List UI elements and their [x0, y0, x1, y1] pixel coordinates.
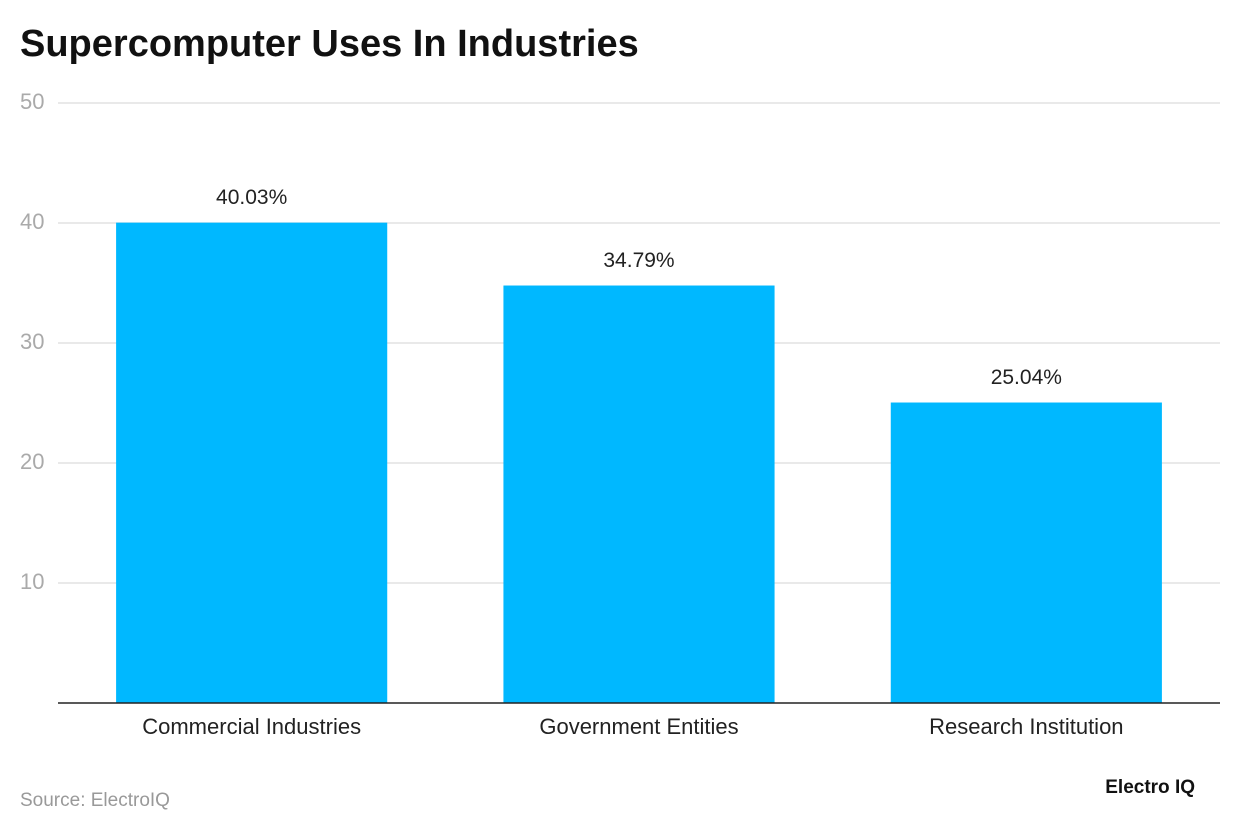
- y-tick-label: 50: [20, 89, 44, 114]
- source: Source: ElectroIQ: [20, 790, 170, 811]
- brand-logo: Electro IQ: [1105, 777, 1195, 798]
- bar: [503, 285, 775, 703]
- bar: [890, 402, 1162, 703]
- value-label: 40.03%: [216, 186, 287, 209]
- y-tick-label: 20: [20, 449, 44, 474]
- y-tick-label: 10: [20, 569, 44, 594]
- x-tick-label: Commercial Industries: [142, 714, 361, 739]
- y-tick-label: 30: [20, 329, 44, 354]
- value-label: 34.79%: [603, 249, 674, 272]
- chart-title: Supercomputer Uses In Industries: [20, 23, 639, 65]
- bar: [116, 222, 388, 703]
- x-tick-label: Government Entities: [539, 714, 738, 739]
- y-tick-label: 40: [20, 209, 44, 234]
- value-label: 25.04%: [991, 366, 1062, 389]
- x-tick-label: Research Institution: [929, 714, 1123, 739]
